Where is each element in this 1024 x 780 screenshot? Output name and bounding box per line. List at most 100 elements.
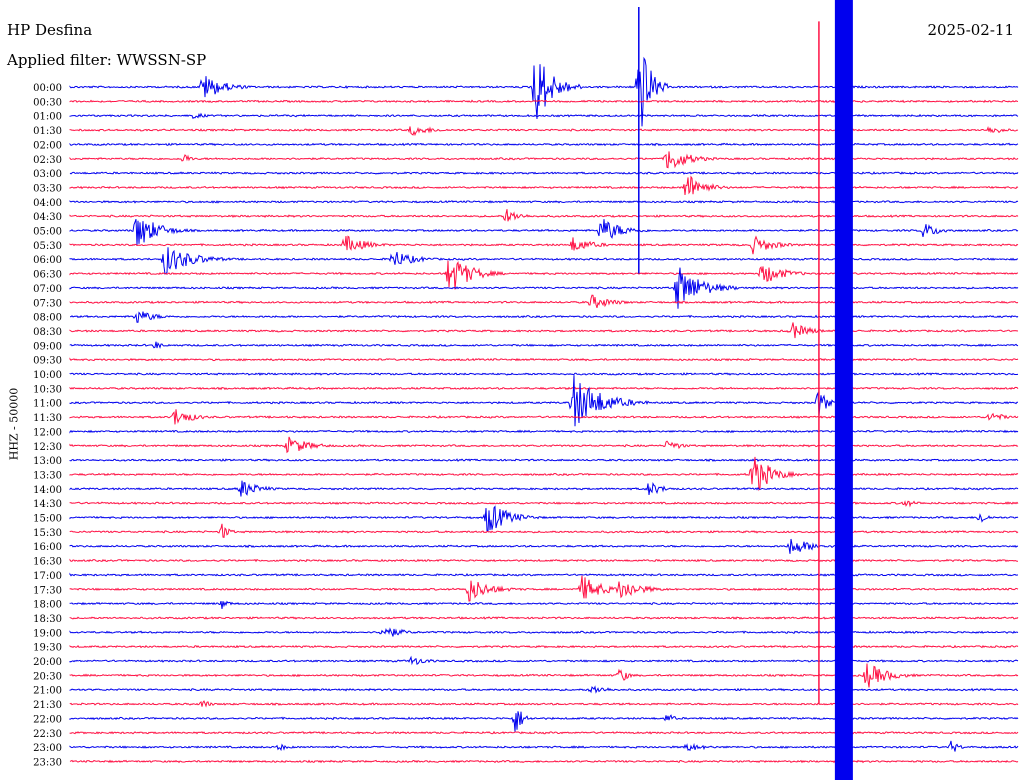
time-tick-label: 05:30 [33,241,62,252]
time-tick-label: 07:00 [33,284,62,295]
time-tick-label: 00:30 [33,97,62,108]
time-tick-label: 23:00 [33,743,62,754]
time-tick-label: 18:00 [33,600,62,611]
time-tick-label: 21:00 [33,686,62,697]
time-tick-label: 11:30 [33,413,62,424]
trace-line [69,322,1019,339]
time-tick-label: 23:30 [33,757,62,768]
time-tick-label: 22:00 [33,714,62,725]
trace-line [69,209,1019,222]
trace-line [69,357,1019,362]
time-tick-label: 11:00 [33,399,62,410]
trace-line [69,759,1019,764]
time-tick-label: 02:30 [33,155,62,166]
time-tick-label: 02:00 [33,140,62,151]
time-tick-label: 20:00 [33,657,62,668]
time-tick-labels: 00:00 00:30 01:00 01:30 02:00 02:30 03:00 03:30… [33,83,62,768]
trace-line [69,56,1019,127]
time-tick-label: 09:00 [33,341,62,352]
trace-line [69,616,1019,620]
trace-line [69,386,1019,391]
time-tick-label: 12:00 [33,427,62,438]
time-tick-label: 10:00 [33,370,62,381]
trace-line [69,740,1019,752]
trace-line [69,730,1019,735]
time-tick-label: 13:30 [33,470,62,481]
time-tick-label: 01:00 [33,112,62,123]
time-tick-label: 17:30 [33,585,62,596]
time-tick-label: 15:00 [33,514,62,525]
trace-line [69,538,1019,554]
time-tick-label: 03:30 [33,183,62,194]
trace-line [69,600,1019,609]
time-tick-label: 08:00 [33,313,62,324]
time-tick-label: 04:30 [33,212,62,223]
time-tick-label: 03:00 [33,169,62,180]
time-tick-label: 07:30 [33,298,62,309]
trace-line [69,663,1019,688]
trace-line [69,218,1019,245]
time-tick-label: 18:30 [33,614,62,625]
time-tick-label: 20:30 [33,671,62,682]
trace-line [69,151,1019,169]
trace-line [69,200,1019,204]
trace-line [69,627,1019,637]
trace-line [69,655,1019,666]
trace-line [69,171,1019,175]
trace-line [69,480,1019,497]
trace-line [69,685,1018,694]
trace-line [69,711,1019,732]
trace-line [69,260,1019,290]
date-label: 2025-02-11 [927,21,1014,39]
time-tick-label: 08:30 [33,327,62,338]
trace-line [69,311,1019,323]
trace-line [69,235,1019,255]
trace-line [69,247,1019,275]
time-tick-label: 19:30 [33,643,62,654]
trace-line [69,372,1019,376]
trace-line [69,456,1019,492]
time-tick-label: 17:00 [33,571,62,582]
time-tick-label: 21:30 [33,700,62,711]
trace-line [69,572,1018,577]
trace-line [69,644,1019,649]
time-tick-label: 14:00 [33,485,62,496]
trace-line [69,112,1019,120]
time-tick-label: 00:00 [33,83,62,94]
time-tick-label: 22:30 [33,729,62,740]
trace-line [69,126,1019,137]
trace-line [69,341,1019,349]
trace-line [69,500,1019,508]
time-tick-label: 06:30 [33,270,62,281]
time-tick-label: 09:30 [33,356,62,367]
time-tick-label: 15:30 [33,528,62,539]
time-tick-label: 16:00 [33,542,62,553]
trace-line [69,458,1019,463]
trace-line [69,505,1019,533]
trace-line [69,267,1019,309]
time-tick-label: 19:00 [33,628,62,639]
trace-group [69,0,1019,780]
time-tick-label: 05:00 [33,227,62,238]
trace-line [69,700,1019,708]
trace-line [69,409,1019,425]
station-title: HP Desfina [7,21,93,39]
trace-line [69,575,1019,602]
trace-line [69,429,1019,434]
trace-line [69,436,1019,454]
time-tick-label: 10:30 [33,384,62,395]
trace-line [69,175,1019,196]
time-tick-label: 14:30 [33,499,62,510]
trace-line [69,99,1018,104]
time-tick-label: 12:30 [33,442,62,453]
trace-line [69,294,1019,309]
filter-subtitle: Applied filter: WWSSN-SP [7,51,207,69]
time-tick-label: 16:30 [33,557,62,568]
trace-line [69,142,1019,147]
trace-line [69,523,1019,539]
saturated-signal [834,0,853,780]
trace-line [69,375,1018,427]
time-tick-label: 06:00 [33,255,62,266]
trace-line [69,558,1018,563]
